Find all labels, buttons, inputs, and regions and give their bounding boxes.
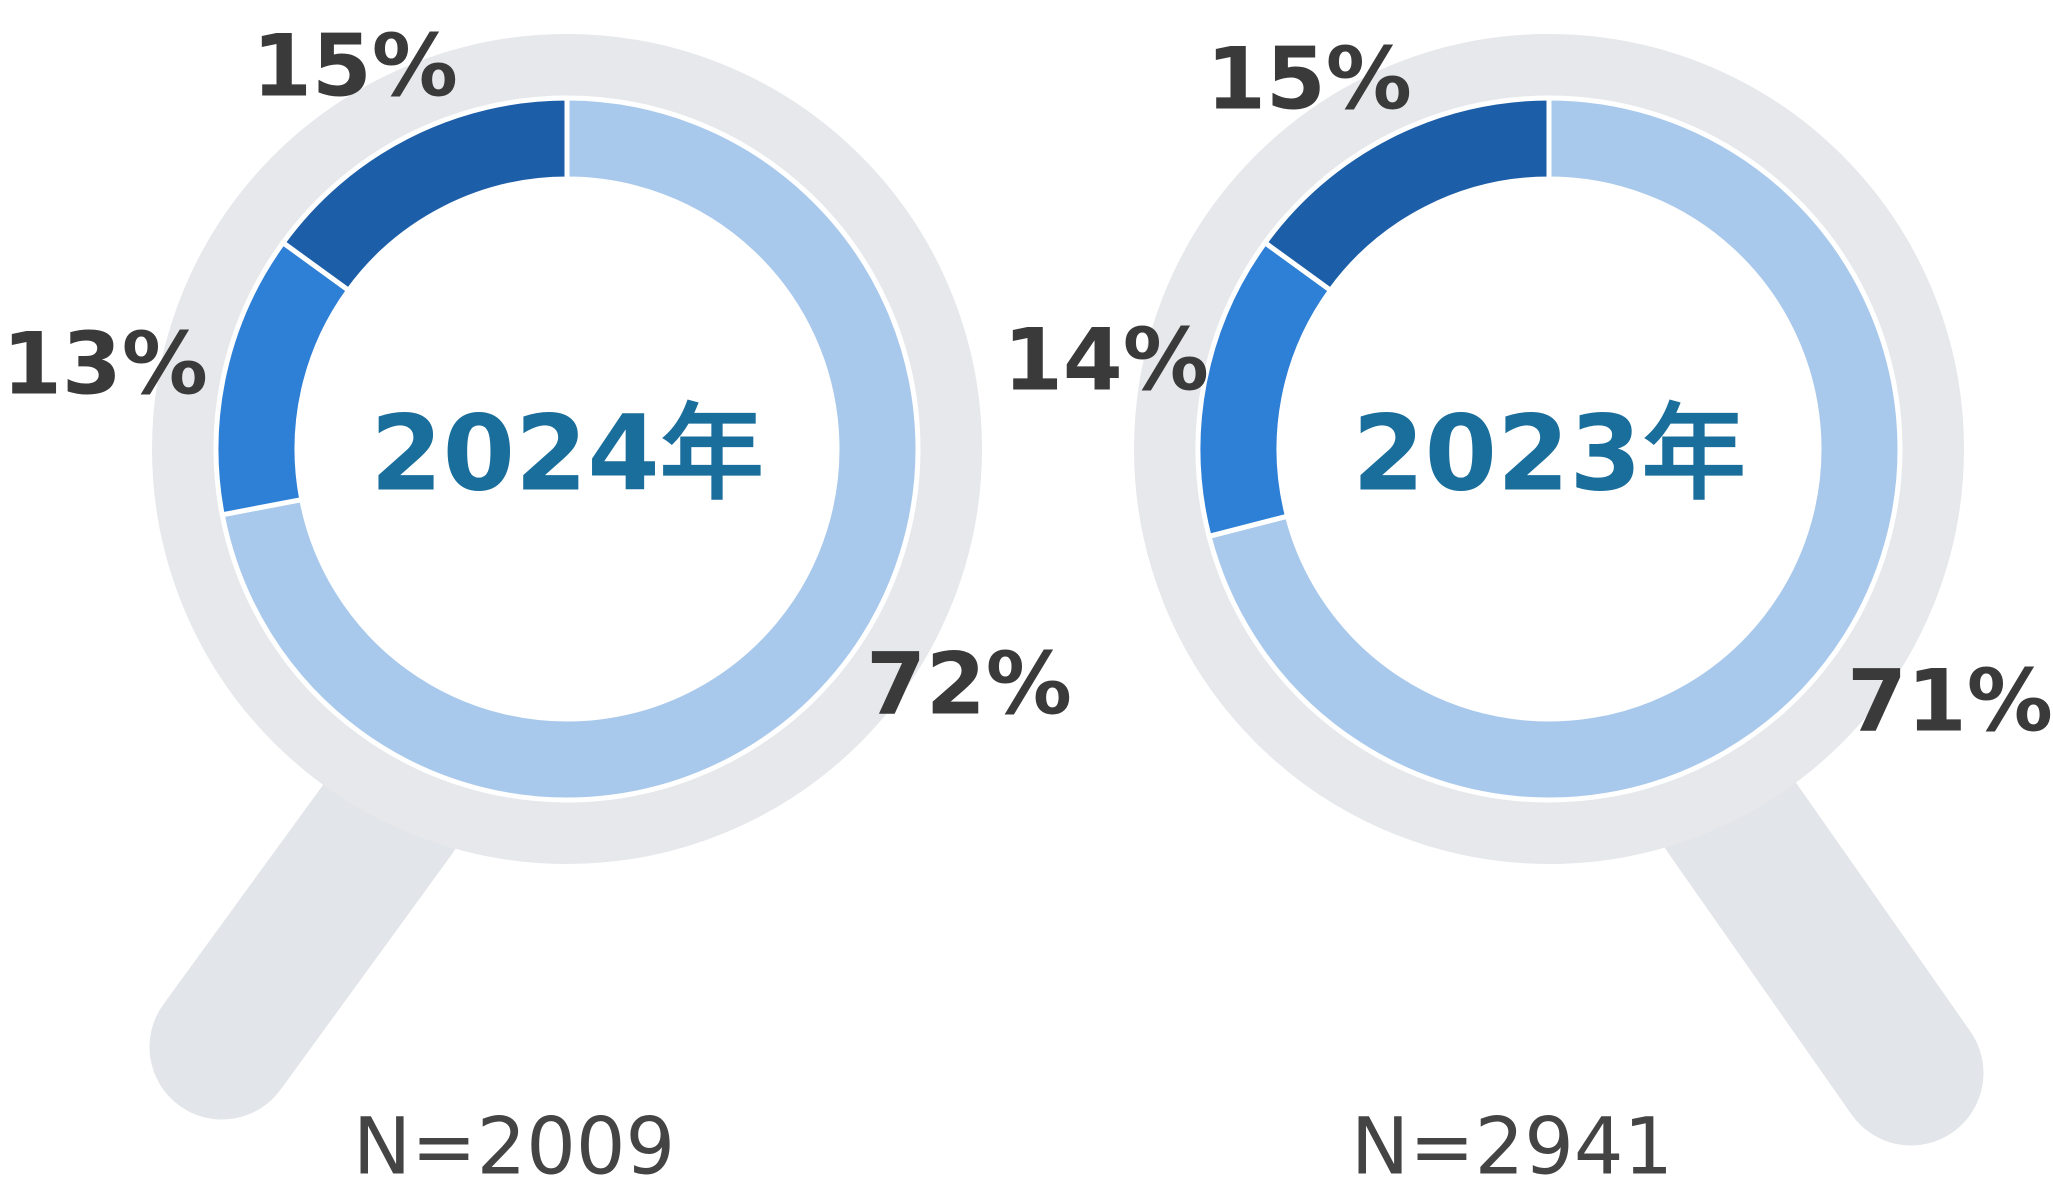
value-label: 15% (252, 16, 458, 116)
donut-segment (219, 95, 921, 803)
value-label: 71% (1847, 651, 2053, 751)
value-label: 72% (866, 634, 1072, 734)
donut-segment (1261, 95, 1552, 294)
lens (1198, 98, 1900, 800)
donut-segment (279, 95, 570, 294)
value-label: 15% (1206, 29, 1412, 129)
value-label: 13% (2, 314, 208, 414)
magnifier-handle (149, 739, 466, 1120)
donut-segment (1205, 95, 1903, 803)
magnifier-handle (1655, 739, 1984, 1146)
value-label: 14% (1003, 310, 1209, 410)
magnifier-ring (1134, 34, 1964, 864)
sample-size: N=2941 (1351, 1102, 1673, 1192)
sample-size: N=2009 (353, 1102, 675, 1192)
center-title: 2023年 (1352, 392, 1745, 514)
magnifier-ring (152, 34, 982, 864)
lens (216, 98, 918, 800)
center-title: 2024年 (370, 392, 763, 514)
